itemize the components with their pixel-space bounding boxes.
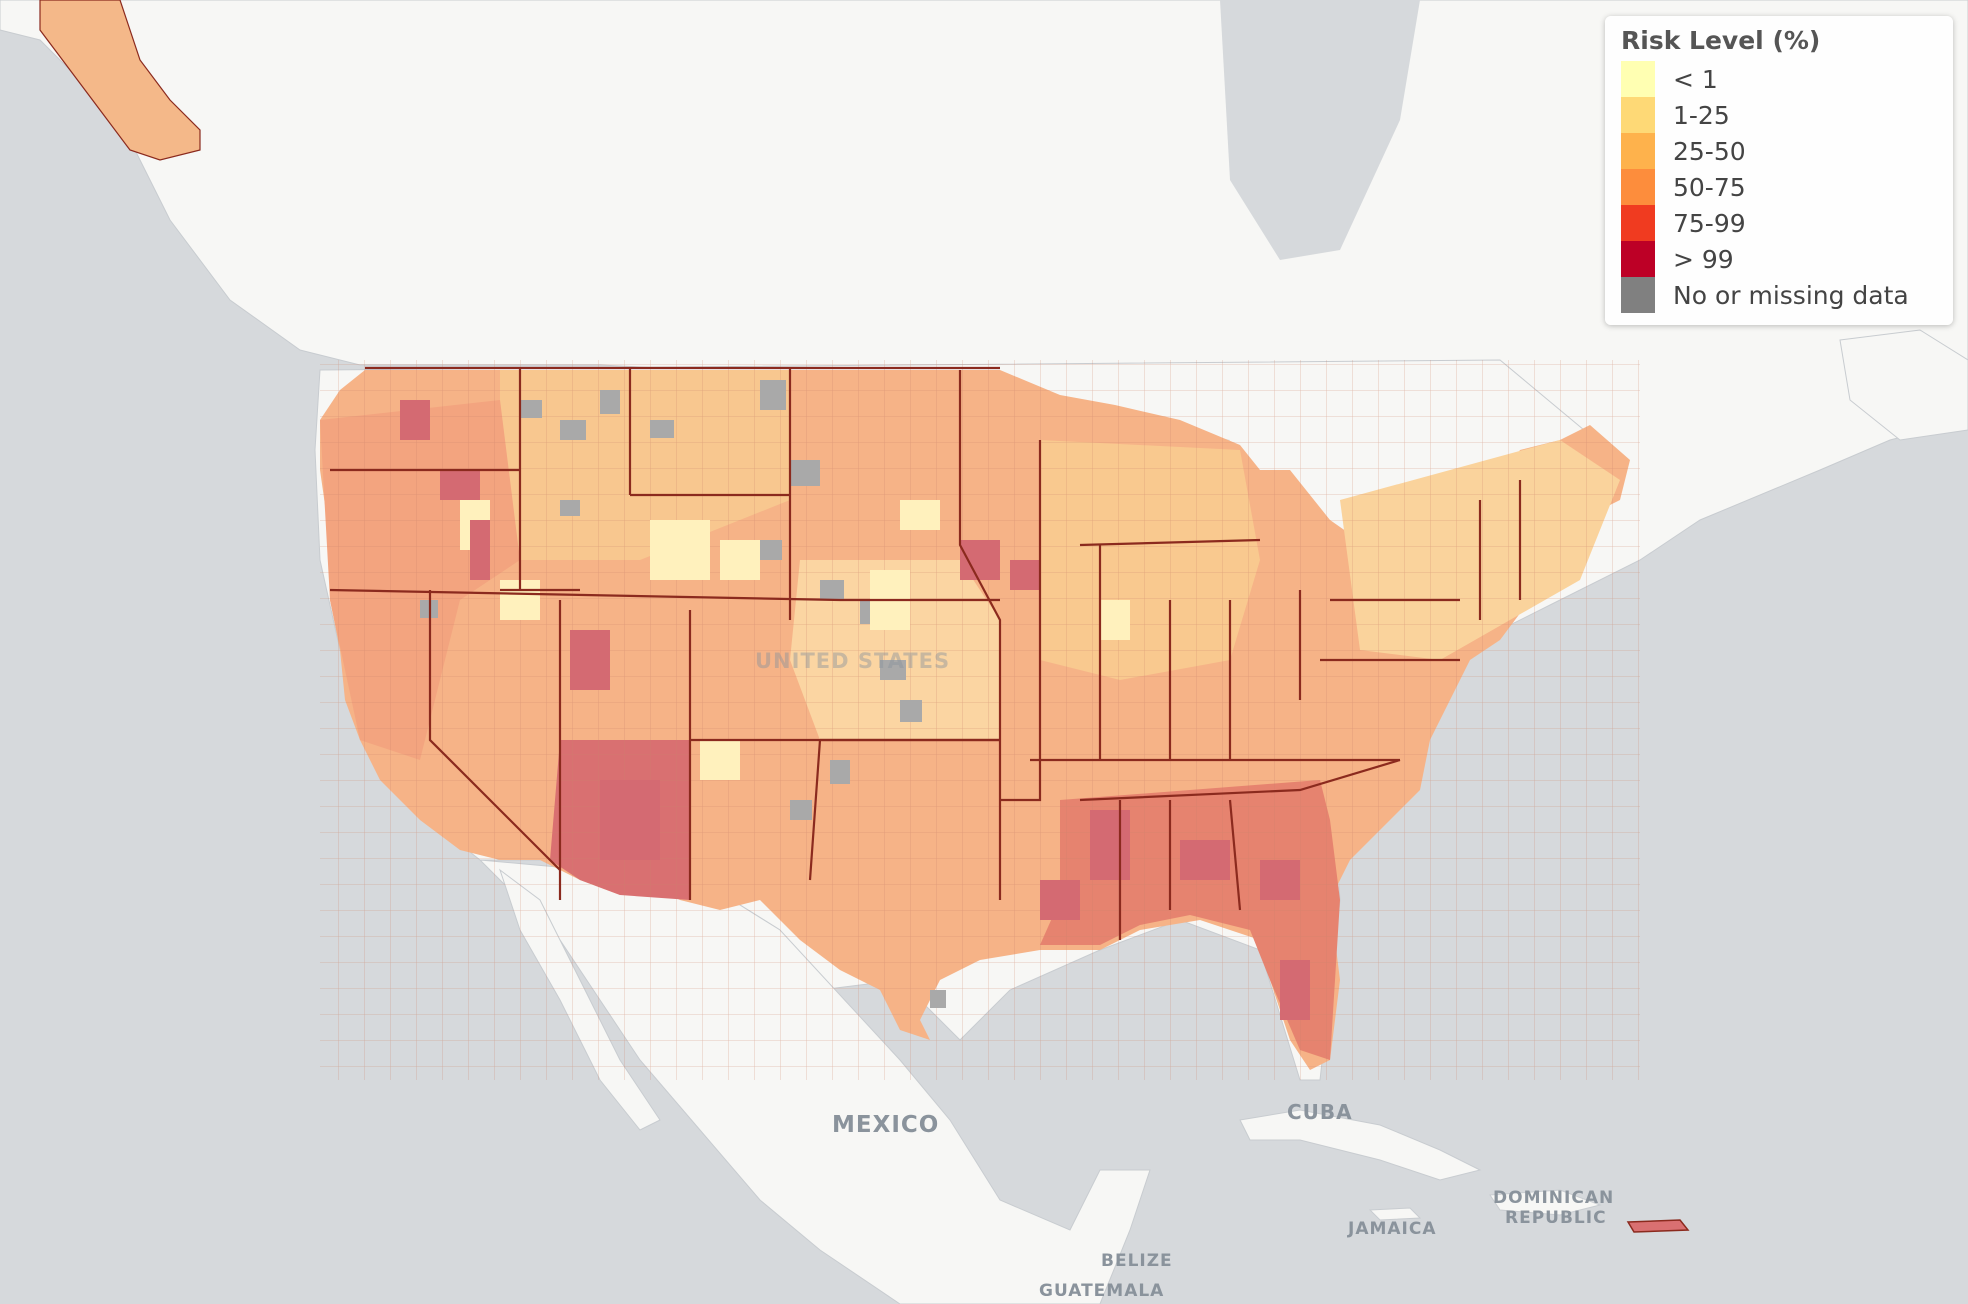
label-dominican-republic-2: REPUBLIC bbox=[1505, 1208, 1607, 1228]
label-dominican-republic-1: DOMINICAN bbox=[1493, 1188, 1614, 1208]
legend-label: 1-25 bbox=[1673, 100, 1730, 130]
legend-item: 75-99 bbox=[1621, 205, 1939, 241]
legend-swatch bbox=[1621, 205, 1655, 241]
legend-swatch bbox=[1621, 241, 1655, 277]
legend-label: 75-99 bbox=[1673, 208, 1746, 238]
hudson-bay bbox=[1220, 0, 1420, 260]
legend-label: < 1 bbox=[1673, 64, 1718, 94]
label-cuba: CUBA bbox=[1287, 1100, 1353, 1124]
legend-label: No or missing data bbox=[1673, 280, 1909, 310]
alaska-panhandle[interactable] bbox=[39, 0, 201, 161]
us-choropleth[interactable] bbox=[320, 360, 1640, 1080]
missing-data-counties[interactable] bbox=[420, 380, 946, 1008]
legend-item: 1-25 bbox=[1621, 97, 1939, 133]
label-united-states: UNITED STATES bbox=[755, 649, 950, 673]
legend-swatch bbox=[1621, 133, 1655, 169]
legend-items: < 1 1-25 25-50 50-75 75-99 > 99 No or missing … bbox=[1621, 61, 1939, 313]
legend-item: < 1 bbox=[1621, 61, 1939, 97]
legend-item: > 99 bbox=[1621, 241, 1939, 277]
state-borders bbox=[329, 366, 1522, 940]
legend-label: > 99 bbox=[1673, 244, 1734, 274]
legend-swatch bbox=[1621, 61, 1655, 97]
legend-item: 25-50 bbox=[1621, 133, 1939, 169]
legend-item: 50-75 bbox=[1621, 169, 1939, 205]
label-belize: BELIZE bbox=[1101, 1251, 1173, 1271]
jamaica-landmass bbox=[1368, 1207, 1422, 1221]
risk-legend: Risk Level (%) < 1 1-25 25-50 50-75 75-99 > 9… bbox=[1605, 16, 1953, 325]
county-grid bbox=[320, 360, 1640, 1080]
legend-swatch bbox=[1621, 169, 1655, 205]
legend-item: No or missing data bbox=[1621, 277, 1939, 313]
legend-swatch bbox=[1621, 97, 1655, 133]
cuba-landmass bbox=[1239, 1109, 1482, 1181]
hispaniola-landmass bbox=[1489, 1189, 1602, 1216]
legend-swatch bbox=[1621, 277, 1655, 313]
label-mexico: MEXICO bbox=[832, 1112, 939, 1138]
legend-title: Risk Level (%) bbox=[1621, 26, 1821, 55]
puerto-rico[interactable] bbox=[1626, 1219, 1690, 1233]
legend-label: 50-75 bbox=[1673, 172, 1746, 202]
legend-label: 25-50 bbox=[1673, 136, 1746, 166]
newfoundland-landmass bbox=[1839, 329, 1968, 441]
high-risk-counties[interactable] bbox=[400, 400, 1310, 1020]
label-guatemala: GUATEMALA bbox=[1039, 1281, 1164, 1301]
label-jamaica: JAMAICA bbox=[1347, 1219, 1437, 1239]
